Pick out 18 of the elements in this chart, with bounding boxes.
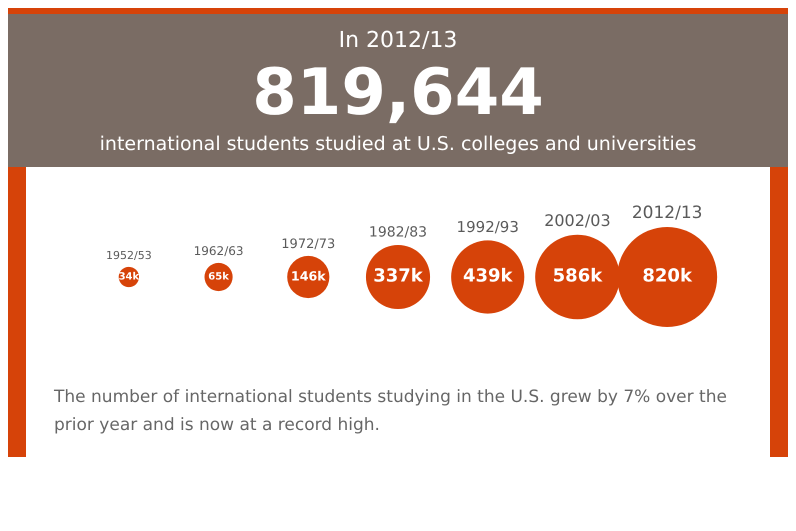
category-label: 1952/53: [106, 249, 152, 262]
text: In 2012/13: [338, 28, 458, 53]
data-label: 146k: [290, 268, 326, 284]
data-label: 65k: [208, 272, 230, 283]
category-label: 1962/63: [194, 244, 244, 258]
data-label: 337k: [373, 266, 424, 287]
text: international students studied at U.S. colleges and universities: [98, 133, 698, 155]
text: 819,644: [251, 55, 545, 132]
category-label: 1992/93: [456, 218, 519, 236]
category-label: 2002/03: [544, 210, 611, 230]
text: The number of international students studying in the U.S. grew by 7% over the prior year and is now at a record high.: [53, 386, 728, 437]
data-label: 820k: [642, 266, 693, 287]
category-label: 1982/83: [368, 224, 428, 241]
data-label: 34k: [118, 272, 140, 283]
data-label: 439k: [462, 266, 514, 287]
category-label: 1972/73: [281, 236, 336, 252]
category-label: 2012/13: [632, 202, 702, 223]
data-label: 586k: [552, 266, 604, 287]
